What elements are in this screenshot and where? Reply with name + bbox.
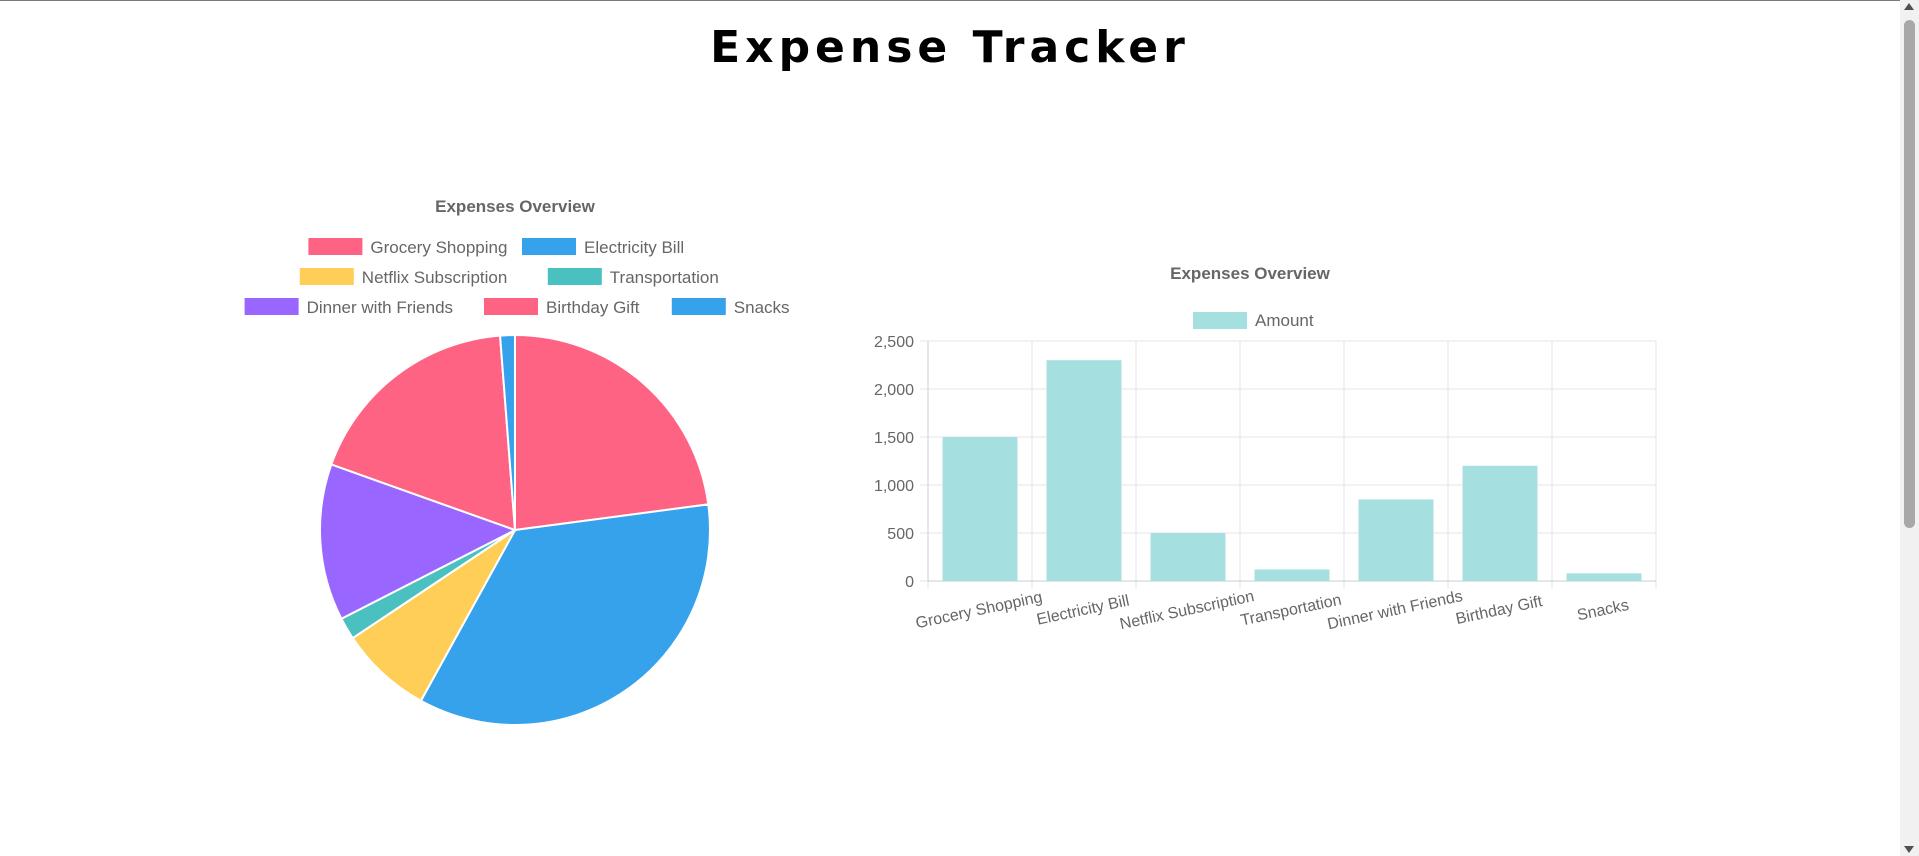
page-title: Expense Tracker [710,22,1190,73]
bar-y-tick-label: 2,500 [874,334,914,351]
pie-legend-label: Snacks [734,298,790,317]
pie-legend-swatch [547,268,602,285]
pie-legend-label: Transportation [610,268,719,287]
bar-grocery-shopping[interactable] [942,437,1018,581]
bar-y-tick-label: 1,500 [874,430,914,447]
pie-legend-swatch [299,268,354,285]
bar-birthday-gift[interactable] [1462,465,1538,581]
pie-slices [319,333,711,726]
bar-y-tick-label: 0 [905,574,914,591]
bar-x-tick-label: Snacks [1576,597,1631,625]
pie-chart-title: Expenses Overview [435,197,595,216]
pie-legend-label: Dinner with Friends [307,298,453,317]
pie-legend-label: Birthday Gift [546,298,640,317]
bar-x-tick-label: Dinner with Friends [1326,588,1464,633]
top-border [0,0,1900,1]
pie-slice-snacks[interactable] [498,333,516,531]
pie-legend: Grocery Shopping Electricity Bill Netflix … [244,238,790,317]
bar-y-tick-label: 2,000 [874,382,914,399]
bar-legend-label: Amount [1255,311,1314,330]
bar-chart: Expenses Overview Amount 0 500 1,000 1,500 2… [874,264,1657,633]
pie-legend-swatch [522,238,576,255]
bar-electricity-bill[interactable] [1046,360,1122,581]
pie-slice-grocery-shopping[interactable] [514,333,710,532]
bar-netflix-subscription[interactable] [1150,533,1226,581]
scroll-down-arrow-icon[interactable] [1904,846,1914,853]
pie-legend-label: Electricity Bill [584,238,684,257]
bar-snacks[interactable] [1566,573,1642,581]
bar-grid [920,340,1657,589]
bar-x-tick-label: Grocery Shopping [914,589,1044,632]
bar-chart-title: Expenses Overview [1170,264,1330,283]
pie-slice-birthday-gift[interactable] [330,334,517,532]
bar-y-tick-label: 1,000 [874,478,914,495]
scroll-up-arrow-icon[interactable] [1904,3,1914,10]
bar-dinner-with-friends[interactable] [1358,499,1434,581]
scroll-thumb[interactable] [1904,20,1915,528]
scrollbar[interactable] [1900,0,1919,856]
pie-chart: Expenses Overview Grocery Shopping Electr… [244,197,790,726]
bar-transportation[interactable] [1254,569,1330,581]
pie-legend-swatch [484,298,538,315]
pie-legend-swatch [308,238,363,255]
pie-slice-electricity-bill[interactable] [419,503,711,726]
bar-x-tick-label: Birthday Gift [1454,593,1544,628]
bar-legend: Amount [1193,311,1314,330]
bar-x-tick-label: Electricity Bill [1035,592,1131,628]
bar-x-tick-label: Netflix Subscription [1118,588,1255,633]
pie-slice-dinner-with-friends[interactable] [319,463,518,621]
pie-slice-netflix-subscription[interactable] [351,529,516,703]
pie-legend-label: Grocery Shopping [370,238,507,257]
bar-legend-swatch [1193,312,1247,329]
pie-legend-swatch [244,298,299,315]
bar-bars [942,360,1642,581]
pie-legend-swatch [671,298,726,315]
bar-y-axis: 0 500 1,000 1,500 2,000 2,500 [874,334,914,591]
bar-y-tick-label: 500 [887,526,914,543]
pie-legend-label: Netflix Subscription [362,268,508,287]
